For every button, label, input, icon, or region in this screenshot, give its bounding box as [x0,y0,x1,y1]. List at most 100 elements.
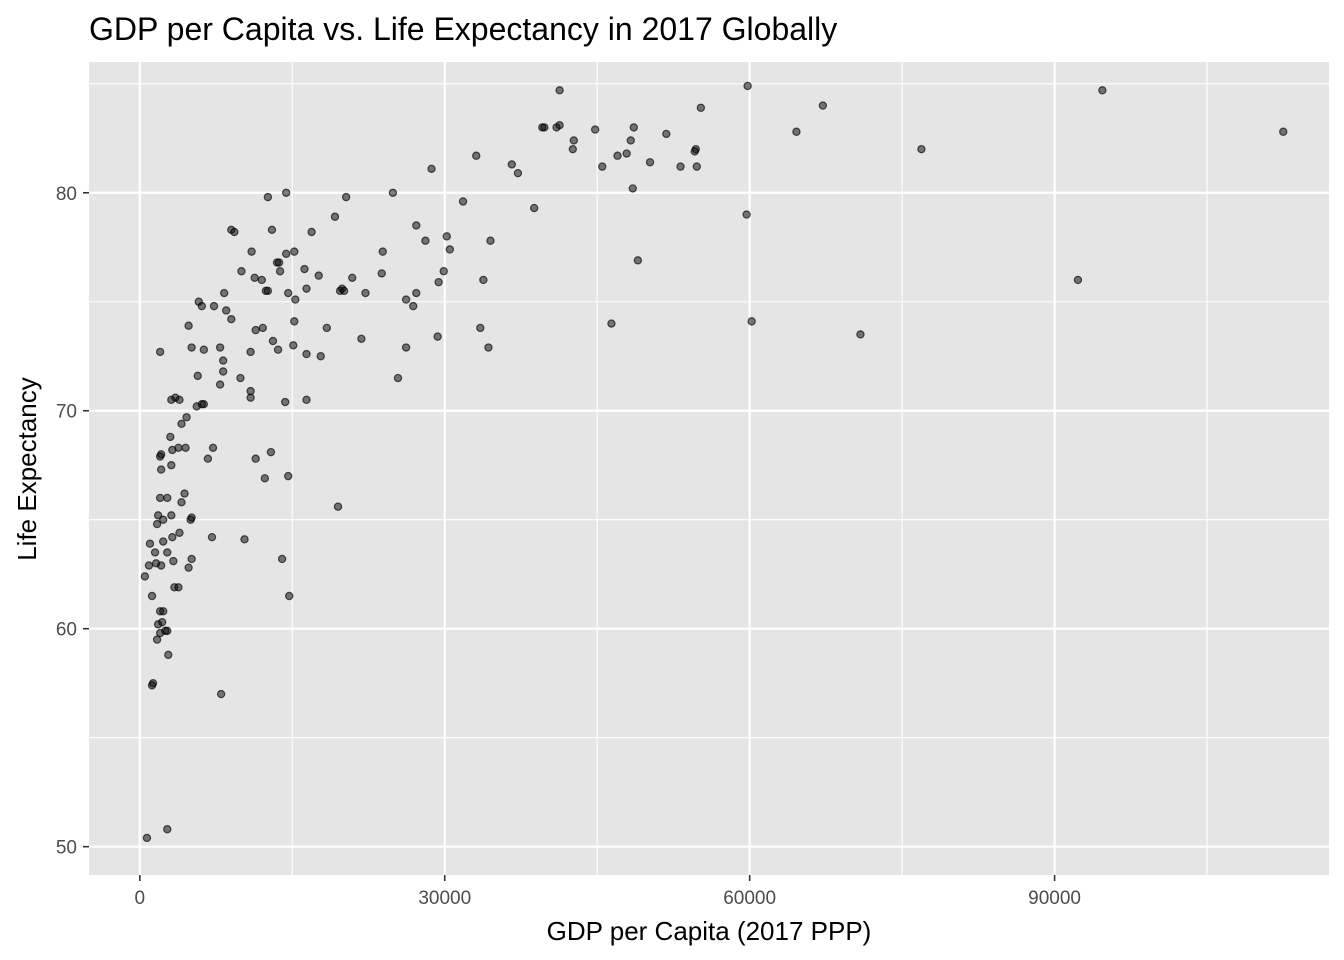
plot-panel [89,62,1329,875]
data-point [187,554,196,564]
data-point [281,249,291,259]
data-point [300,264,309,274]
data-point [439,267,448,276]
data-point [289,341,298,350]
x-tick-label: 0 [135,888,146,909]
y-axis-ticks: 50 60 70 80 [56,184,89,859]
x-axis-ticks: 0 30000 60000 90000 [135,875,1081,909]
data-point [167,511,176,520]
data-point [330,212,340,221]
data-point [507,160,517,169]
data-point [314,271,323,280]
data-point [626,136,635,145]
data-point [215,343,225,352]
data-point [158,515,168,524]
data-point [479,275,488,285]
data-point [251,325,260,335]
data-point [263,286,273,296]
data-point [291,295,300,304]
data-point [361,288,370,298]
y-tick-label: 50 [56,838,77,859]
data-point [169,556,178,566]
data-point [177,498,186,507]
data-point [175,528,184,537]
data-point [280,397,290,407]
data-point [158,607,168,616]
data-point [555,121,564,130]
data-point [250,273,259,282]
data-point [388,188,398,197]
data-point [412,221,421,230]
data-point [157,617,167,627]
data-point [427,164,436,174]
data-point [273,345,283,354]
data-point [156,561,166,570]
data-point [222,306,231,315]
data-point [302,395,311,405]
data-point [622,149,631,158]
data-point [917,144,926,154]
data-point [743,81,752,91]
data-point [152,519,162,529]
data-point [163,626,172,636]
x-tick-label: 60000 [723,888,776,909]
data-point [633,256,643,265]
data-point [177,419,186,429]
data-point [277,554,287,564]
data-point [433,332,442,341]
data-point [540,123,549,132]
data-point [163,493,172,503]
data-point [333,502,343,511]
data-point [529,203,539,213]
data-point [184,563,193,572]
data-point [275,267,285,276]
data-point [1098,86,1107,95]
data-point [555,86,564,95]
data-point [401,343,411,352]
data-point [691,144,700,154]
data-point [236,373,245,383]
data-point [182,413,191,422]
data-point [290,317,299,326]
data-point [856,330,865,339]
data-point [268,336,278,346]
y-tick-label: 70 [56,402,77,423]
data-point [187,343,196,352]
data-point [409,301,418,311]
x-tick-label: 30000 [418,888,471,909]
data-point [513,168,523,178]
data-point [194,297,203,306]
data-point [158,537,168,546]
data-point [215,380,225,389]
data-point [175,395,184,405]
data-point [302,349,311,359]
data-point [412,288,421,298]
data-point [203,454,213,463]
data-point [357,334,366,344]
data-point [208,443,218,452]
data-point [613,151,622,160]
data-point [284,471,293,481]
data-point [258,323,268,333]
data-point [216,689,226,699]
data-point [237,267,246,276]
data-point [266,447,276,457]
data-point [174,443,183,452]
data-point [227,314,236,324]
data-point [187,513,196,522]
major-gridlines [89,62,1329,875]
data-point [792,127,801,136]
data-point [166,432,175,442]
data-point [274,258,284,267]
data-point [284,288,293,298]
data-point [163,548,172,557]
data-point [401,295,411,304]
data-point [267,225,277,235]
data-point [316,352,325,361]
data-point [164,650,173,660]
data-point [486,236,495,245]
data-point [285,591,294,601]
data-point [1279,127,1288,136]
data-point [307,227,316,237]
